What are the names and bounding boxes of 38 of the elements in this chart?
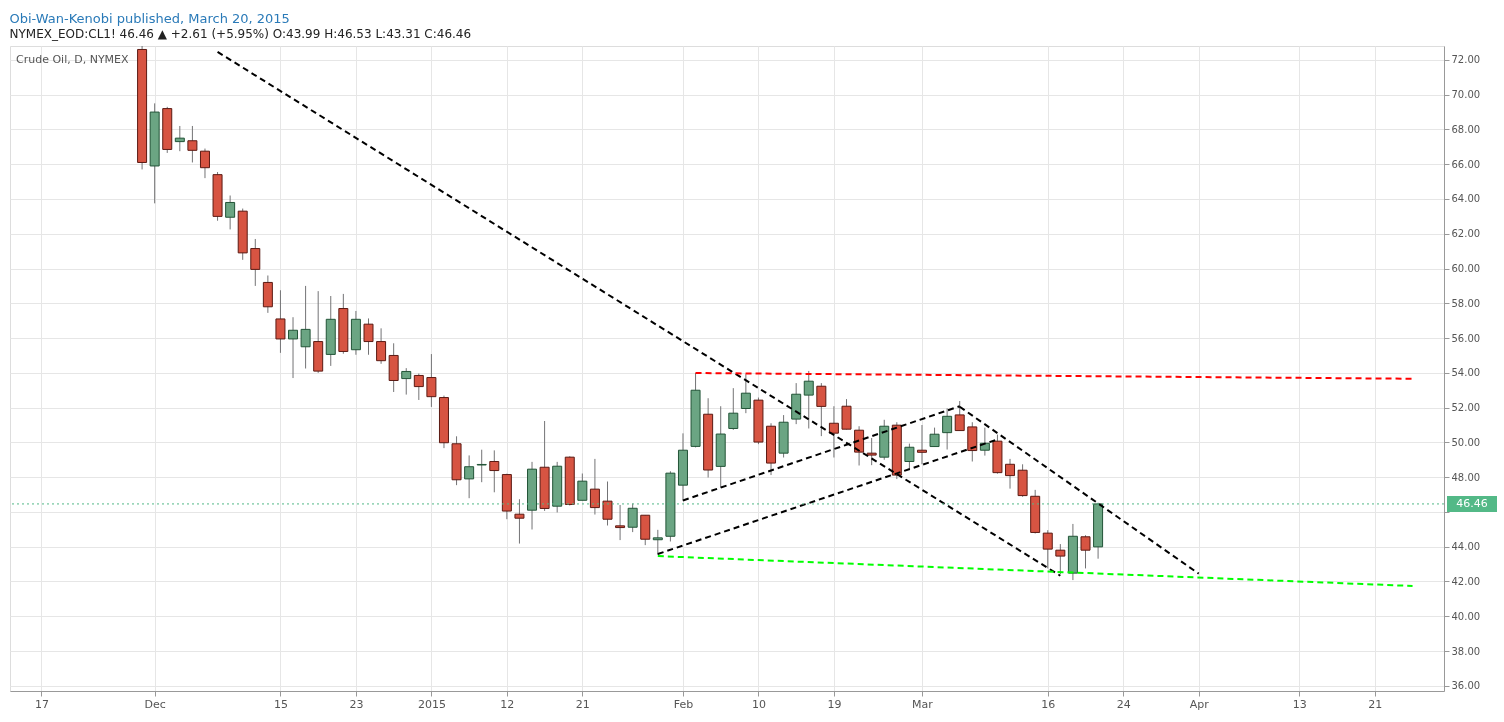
x-tick-label: Dec [144, 697, 166, 711]
x-tick-label: Feb [673, 697, 694, 711]
y-tick-label: 56.00 [1451, 332, 1481, 344]
x-tick-label: 21 [575, 697, 590, 711]
y-tick-label: 68.00 [1451, 123, 1481, 135]
x-tick-label: 24 [1116, 697, 1131, 711]
x-tick-label: 19 [827, 697, 842, 711]
y-tick-label: 58.00 [1451, 297, 1481, 309]
x-tick-label: Apr [1189, 697, 1210, 711]
x-tick-label: 12 [500, 697, 515, 711]
x-tick-label: 10 [751, 697, 766, 711]
y-tick-label: 66.00 [1451, 158, 1481, 170]
x-tick-label: 13 [1292, 697, 1307, 711]
y-tick-label: 60.00 [1451, 263, 1481, 275]
y-tick-label: 44.00 [1451, 541, 1481, 553]
y-tick-label: 72.00 [1451, 54, 1481, 66]
x-tick-label: Mar [912, 697, 934, 711]
y-tick-label: 50.00 [1451, 436, 1481, 448]
y-tick-label: 54.00 [1451, 367, 1481, 379]
y-tick-label: 48.00 [1451, 471, 1481, 483]
x-tick-label: 15 [273, 697, 288, 711]
chart-title: Obi-Wan-Kenobi published, March 20, 2015 [9, 10, 290, 26]
y-tick-label: 36.00 [1451, 680, 1481, 692]
y-tick-label: 42.00 [1451, 575, 1481, 587]
y-tick-label: 64.00 [1451, 193, 1481, 205]
chart-subtitle: NYMEX_EOD:CL1! 46.46 ▲ +2.61 (+5.95%) O:43.99 H:46.53 L:43.31 C:46.46 [9, 26, 472, 41]
x-tick-label: 23 [349, 697, 364, 711]
y-tick-label: 40.00 [1451, 610, 1481, 622]
y-tick-label: 38.00 [1451, 645, 1481, 657]
annotation: Crude Oil, D, NYMEX [16, 53, 130, 66]
y-tick-label: 62.00 [1451, 228, 1481, 240]
x-tick-label: 21 [1368, 697, 1383, 711]
x-tick-label: 16 [1041, 697, 1056, 711]
x-tick-label: 2015 [417, 697, 446, 711]
ref-line-label: 46.46 [1456, 496, 1488, 510]
x-tick-label: 17 [34, 697, 49, 711]
y-tick-label: 70.00 [1451, 89, 1481, 101]
y-tick-label: 52.00 [1451, 402, 1481, 414]
